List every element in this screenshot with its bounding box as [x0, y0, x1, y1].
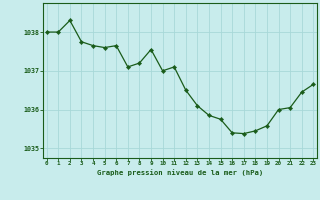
X-axis label: Graphe pression niveau de la mer (hPa): Graphe pression niveau de la mer (hPa) [97, 169, 263, 176]
